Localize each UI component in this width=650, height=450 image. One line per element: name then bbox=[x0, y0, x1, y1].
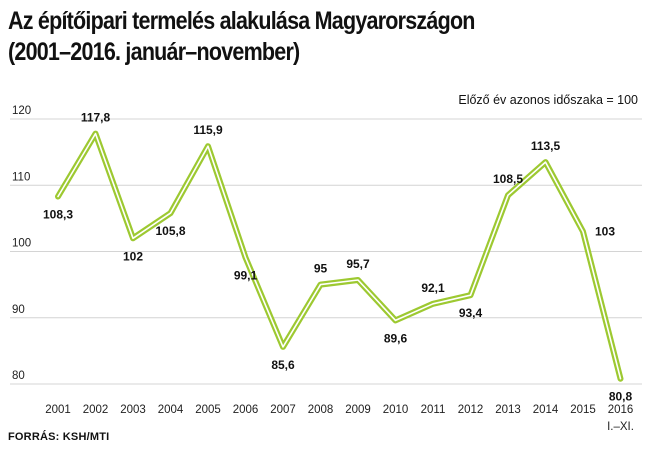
source-note: FORRÁS: KSH/MTI bbox=[8, 431, 110, 443]
grid-layer: 80 90 100 110 120 bbox=[10, 105, 642, 385]
index-base-note: Előző év azonos időszaka = 100 bbox=[458, 93, 638, 107]
data-label-2003: 102 bbox=[123, 249, 143, 263]
data-label-2004: 105,8 bbox=[155, 224, 185, 238]
data-label-2001: 108,3 bbox=[43, 208, 73, 222]
data-label-2009: 95,7 bbox=[346, 257, 370, 271]
data-label-2016: 80,8 bbox=[609, 390, 633, 404]
y-tick-label-110: 110 bbox=[12, 171, 30, 183]
y-tick-label-120: 120 bbox=[12, 105, 31, 117]
x-tick-label-2002: 2002 bbox=[83, 404, 109, 416]
x-axis: 2001 2002 2003 2004 2005 2006 2007 2008 2009 2010… bbox=[45, 404, 634, 433]
x-tick-label-2004: 2004 bbox=[158, 404, 184, 416]
series-line-inner bbox=[57, 132, 622, 380]
data-label-2007: 85,6 bbox=[271, 358, 295, 372]
x-tick-label-2010: 2010 bbox=[383, 404, 409, 416]
x-tick-sublabel-period: I.–XI. bbox=[607, 421, 634, 433]
chart-title: Az építőipari termelés alakulása Magyaro… bbox=[8, 6, 554, 68]
x-tick-label-2006: 2006 bbox=[233, 404, 259, 416]
data-label-2012: 93,4 bbox=[459, 306, 483, 320]
data-label-2002: 117,8 bbox=[81, 111, 111, 125]
title-line-1: Az építőipari termelés alakulása Magyaro… bbox=[8, 7, 475, 35]
title-line-2: (2001–2016. január–november) bbox=[8, 38, 300, 66]
x-tick-label-2001: 2001 bbox=[45, 404, 71, 416]
data-label-2008: 95 bbox=[314, 262, 328, 276]
series-line bbox=[55, 130, 624, 382]
data-label-2015: 103 bbox=[595, 225, 615, 239]
x-tick-label-2008: 2008 bbox=[308, 404, 334, 416]
y-tick-label-80: 80 bbox=[12, 370, 25, 382]
x-tick-label-2012: 2012 bbox=[458, 404, 484, 416]
x-tick-label-2007: 2007 bbox=[270, 404, 296, 416]
data-label-2005: 115,9 bbox=[193, 123, 223, 137]
x-tick-label-2013: 2013 bbox=[495, 404, 521, 416]
y-tick-label-100: 100 bbox=[12, 238, 31, 250]
data-label-2013: 108,5 bbox=[493, 172, 523, 186]
data-labels: 108,3 117,8 102 105,8 115,9 99,1 85,6 95 95,7 89,… bbox=[43, 111, 633, 404]
x-tick-label-2003: 2003 bbox=[120, 404, 146, 416]
x-tick-label-2014: 2014 bbox=[533, 404, 559, 416]
data-label-2014: 113,5 bbox=[531, 139, 561, 153]
data-label-2011: 92,1 bbox=[421, 281, 445, 295]
x-tick-label-2015: 2015 bbox=[570, 404, 596, 416]
data-label-2010: 89,6 bbox=[384, 331, 408, 345]
data-label-2006: 99,1 bbox=[234, 268, 258, 282]
y-tick-label-90: 90 bbox=[12, 304, 25, 316]
x-tick-label-2016: 2016 bbox=[608, 404, 634, 416]
x-tick-label-2009: 2009 bbox=[345, 404, 371, 416]
x-tick-label-2011: 2011 bbox=[421, 404, 446, 416]
x-tick-label-2005: 2005 bbox=[195, 404, 221, 416]
